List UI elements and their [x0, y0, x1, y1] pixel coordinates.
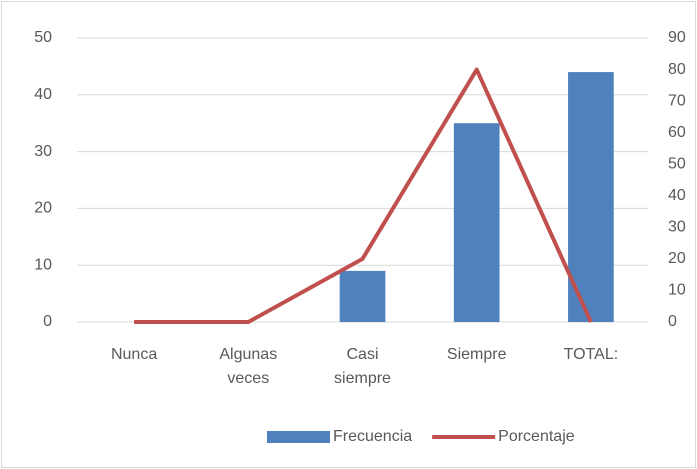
- x-tick-label: Algunas veces: [219, 346, 278, 387]
- x-tick-label: Siempre: [446, 346, 507, 363]
- y-tick-label: 20: [34, 200, 52, 217]
- legend-swatch: [267, 431, 330, 443]
- bar: [568, 72, 614, 322]
- legend-label: Frecuencia: [333, 428, 412, 445]
- y2-tick-label: 40: [668, 187, 686, 204]
- x-tick-label: Casi siempre: [334, 346, 391, 387]
- y-tick-label: 0: [43, 313, 52, 330]
- y2-tick-label: 60: [668, 124, 686, 141]
- y2-tick-label: 10: [668, 282, 686, 299]
- y2-tick-label: 50: [668, 155, 686, 172]
- bar: [453, 123, 500, 322]
- y-tick-label: 50: [34, 29, 52, 46]
- y-tick-label: 30: [34, 143, 52, 160]
- y2-tick-label: 70: [668, 92, 686, 109]
- y2-tick-label: 20: [668, 250, 686, 267]
- legend-label: Porcentaje: [498, 428, 575, 445]
- y2-tick-label: 0: [668, 313, 677, 330]
- y2-tick-label: 90: [668, 29, 686, 46]
- x-tick-label: Nunca: [110, 346, 158, 363]
- x-tick-label: TOTAL:: [563, 346, 619, 363]
- y-tick-label: 10: [34, 256, 52, 273]
- y-tick-label: 40: [34, 86, 52, 103]
- y2-tick-label: 80: [668, 61, 686, 78]
- line: [134, 67, 593, 324]
- y2-tick-label: 30: [668, 219, 686, 236]
- bar: [339, 270, 386, 322]
